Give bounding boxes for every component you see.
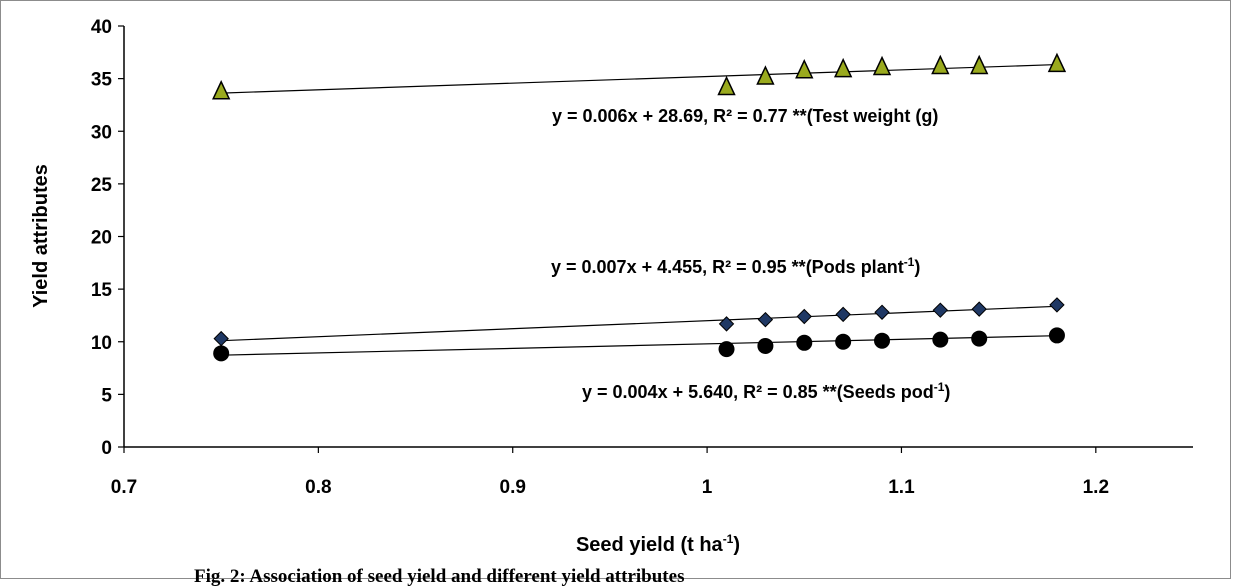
marker-pods_plant: [932, 302, 949, 318]
marker-pods_plant: [835, 306, 851, 323]
markers: [211, 52, 1067, 362]
trendline-seeds_pod: [221, 335, 1057, 356]
marker-seeds_pod: [932, 331, 949, 348]
marker-seeds_pod: [213, 345, 230, 362]
x-tick-label: 1.1: [888, 477, 915, 498]
y-tick-label: 25: [91, 175, 113, 196]
marker-seeds_pod: [718, 341, 735, 358]
marker-pods_plant: [718, 316, 735, 332]
trendlines: [221, 63, 1057, 356]
marker-seeds_pod: [835, 333, 852, 350]
y-tick-label: 0: [101, 438, 112, 459]
marker-test_weight: [756, 65, 775, 85]
y-axis-title: Yield attributes: [30, 164, 52, 308]
x-tick-label: 0.8: [305, 477, 331, 498]
marker-seeds_pod: [796, 334, 813, 351]
y-tick-label: 15: [91, 280, 113, 301]
marker-test_weight: [717, 75, 736, 96]
x-axis-title: Seed yield (t ha-1): [576, 532, 740, 556]
marker-pods_plant: [874, 304, 890, 320]
axes: 0 5 10 15 20 25 30 35 40 0.7 0.8 0.9 1 1.1 1.2 Seed yie…: [30, 17, 1193, 556]
marker-test_weight: [1047, 52, 1067, 73]
equation-pods_plant: y = 0.007x + 4.455, R² = 0.95 **(Pods pl…: [551, 255, 920, 277]
marker-pods_plant: [796, 308, 812, 325]
figure-caption: Fig. 2: Association of seed yield and di…: [194, 566, 684, 587]
marker-pods_plant: [1049, 297, 1065, 313]
marker-test_weight: [833, 57, 853, 78]
x-tick-label: 0.7: [111, 477, 137, 498]
y-tick-label: 40: [91, 17, 112, 38]
marker-pods_plant: [213, 330, 229, 347]
x-tick-label: 0.9: [500, 477, 526, 498]
y-tick-label: 20: [91, 228, 112, 249]
marker-seeds_pod: [971, 330, 988, 347]
x-tick-label: 1: [702, 477, 713, 498]
equation-seeds_pod: y = 0.004x + 5.640, R² = 0.85 **(Seeds p…: [582, 380, 950, 402]
y-tick-label: 30: [91, 122, 112, 143]
marker-pods_plant: [971, 301, 987, 317]
trendline-pods_plant: [221, 305, 1057, 342]
marker-test_weight: [970, 54, 989, 75]
marker-test_weight: [872, 55, 892, 76]
y-tick-label: 5: [101, 385, 112, 406]
x-tick-label: 1.2: [1083, 477, 1109, 498]
marker-test_weight: [931, 54, 950, 75]
marker-seeds_pod: [874, 332, 891, 349]
marker-seeds_pod: [1048, 327, 1065, 344]
marker-seeds_pod: [757, 337, 774, 354]
marker-test_weight: [795, 58, 814, 79]
labels: y = 0.006x + 28.69, R² = 0.77 **(Test we…: [551, 106, 950, 402]
marker-test_weight: [211, 79, 231, 100]
y-tick-label: 35: [91, 70, 113, 91]
trendline-test_weight: [221, 63, 1057, 94]
equation-test_weight: y = 0.006x + 28.69, R² = 0.77 **(Test we…: [552, 106, 938, 126]
y-tick-label: 10: [91, 333, 112, 354]
marker-pods_plant: [757, 311, 774, 328]
